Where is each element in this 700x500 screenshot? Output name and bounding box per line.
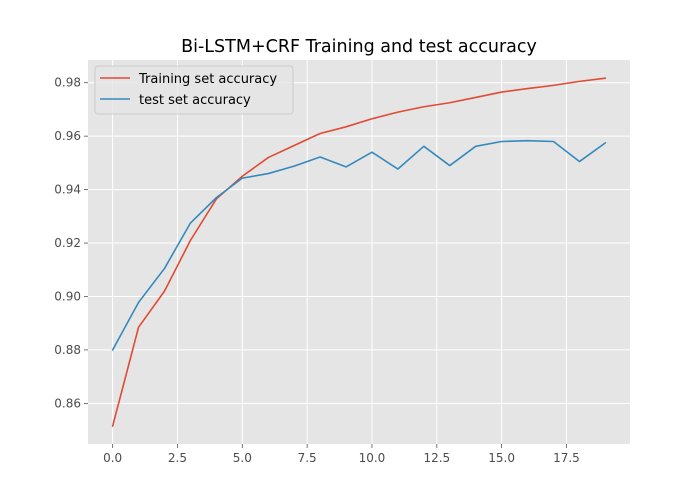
x-tick-label: 12.5: [423, 451, 450, 465]
x-tick-label: 15.0: [488, 451, 515, 465]
y-tick-label: 0.96: [54, 129, 81, 143]
plot-area: [88, 60, 630, 444]
y-tick-label: 0.98: [54, 76, 81, 90]
legend-box: [94, 65, 294, 115]
x-tick-label: 0.0: [103, 451, 122, 465]
series-lines: [111, 77, 607, 427]
x-tick-label: 2.5: [168, 451, 187, 465]
y-tick-label: 0.92: [54, 236, 81, 250]
chart-title: Bi-LSTM+CRF Training and test accuracy: [181, 37, 537, 57]
grid: [88, 60, 630, 444]
legend: Training set accuracy test set accuracy: [94, 65, 294, 115]
legend-label-training: Training set accuracy: [138, 72, 277, 87]
x-tick-label: 17.5: [553, 451, 580, 465]
y-tick-label: 0.94: [54, 183, 81, 197]
y-tick-label: 0.86: [54, 396, 81, 410]
legend-label-test: test set accuracy: [139, 93, 251, 108]
y-tick-label: 0.90: [54, 289, 81, 303]
x-tick-label: 10.0: [359, 451, 386, 465]
series-line-training: [111, 77, 607, 427]
x-tick-label: 7.5: [298, 451, 317, 465]
x-tick-label: 5.0: [233, 451, 252, 465]
axis-ticks: 0.0 2.5 5.0 7.5 10.0 12.5 15.0 17.5 0.86 0.88 0.90…: [54, 76, 580, 465]
series-line-test: [111, 139, 607, 351]
y-tick-label: 0.88: [54, 343, 81, 357]
